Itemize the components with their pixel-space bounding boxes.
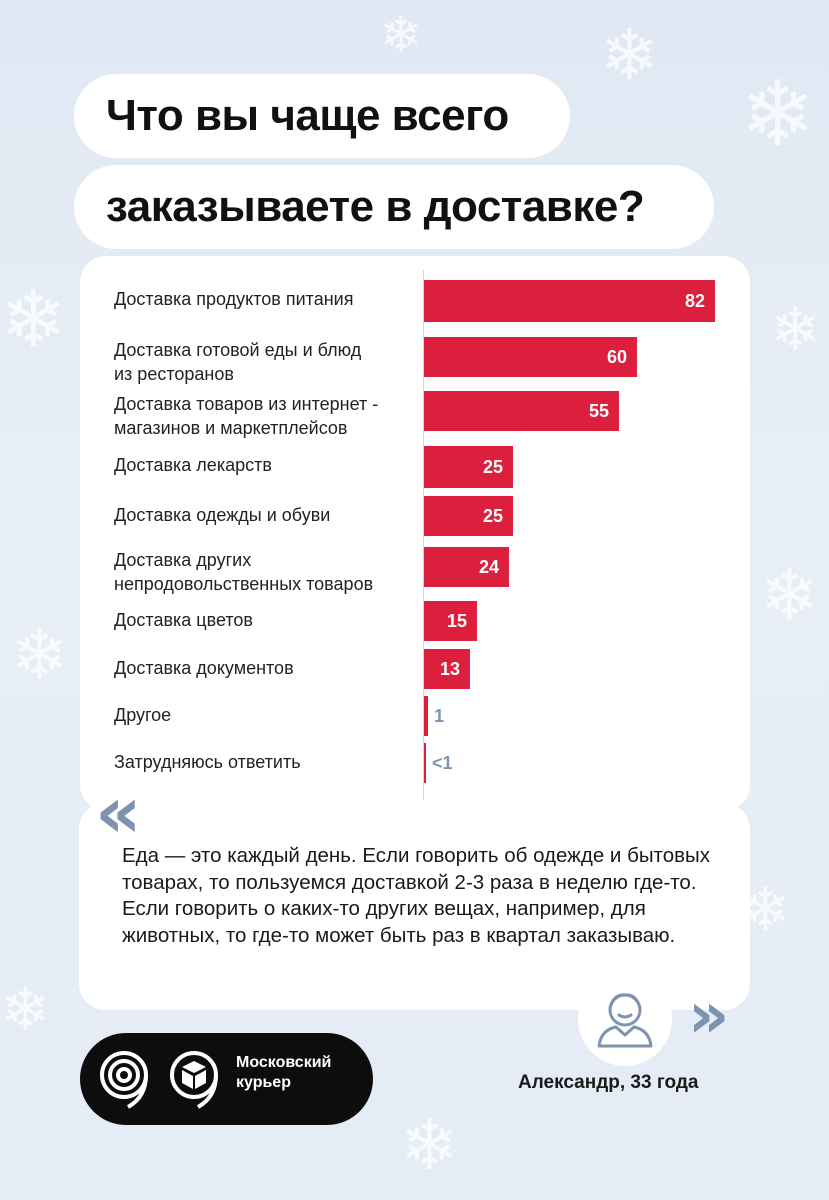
category-label: Доставка цветов: [114, 610, 253, 630]
bar: [424, 601, 477, 641]
avatar: [578, 972, 672, 1066]
bar: [424, 337, 637, 377]
page-title-text-2: заказываете в доставке?: [106, 182, 645, 231]
courier-box-icon: [170, 1051, 218, 1109]
chart-card: Доставка продуктов питания 82 Доставка гот…: [80, 256, 750, 811]
snowflake-icon: ❄: [0, 273, 68, 366]
category-label: Доставка лекарств: [114, 455, 272, 475]
bar: [424, 496, 513, 536]
snowflake-icon: ❄: [380, 6, 422, 64]
data-label: 82: [684, 291, 705, 311]
quote-author: Александр, 33 года: [518, 1072, 699, 1093]
bar: [424, 743, 426, 783]
snowflake-icon: ❄: [400, 1104, 459, 1186]
data-label: 60: [606, 347, 627, 367]
open-quote-mark: «: [95, 770, 142, 854]
bar: [424, 649, 470, 689]
chart-axis-line: [423, 270, 424, 800]
person-icon: [597, 993, 653, 1048]
category-label: Другое: [114, 705, 172, 725]
category-label: Доставка товаров из интернет - магазинов …: [114, 394, 379, 438]
data-label: 55: [588, 401, 609, 421]
category-label: Доставка продуктов питания: [114, 289, 354, 309]
page-title-line-2: заказываете в доставке?: [74, 165, 714, 249]
page-title-text-1: Что вы чаще всего: [106, 91, 509, 140]
bar: [424, 446, 513, 488]
data-label: 25: [482, 506, 503, 526]
data-label: 15: [446, 611, 467, 631]
page-title-line-1: Что вы чаще всего: [74, 74, 570, 158]
data-label: <1: [432, 753, 453, 773]
data-label: 1: [434, 706, 445, 726]
snowflake-icon: ❄: [0, 975, 51, 1045]
data-label: 24: [478, 557, 499, 577]
data-label: 25: [482, 457, 503, 477]
brand-logo: Московский курьер: [80, 1033, 373, 1125]
snowflake-icon: ❄: [740, 62, 816, 167]
bar: [424, 280, 715, 322]
data-label: 13: [439, 659, 460, 679]
bar: [424, 391, 619, 431]
snowflake-icon: ❄: [760, 554, 819, 636]
snowflake-icon: ❄: [600, 14, 659, 96]
category-label: Доставка готовой еды и блюд из ресторанов: [114, 340, 362, 384]
bar: [424, 696, 428, 736]
snowflake-icon: ❄: [770, 295, 821, 365]
close-quote-mark: »: [688, 979, 730, 1053]
category-label: Доставка документов: [114, 658, 294, 678]
snowflake-icon: ❄: [10, 614, 69, 696]
moscow-nine-icon: [100, 1051, 148, 1109]
category-label: Затрудняюсь ответить: [114, 752, 301, 772]
brand-name-line-1: Московский: [236, 1054, 332, 1071]
category-label: Доставка одежды и обуви: [114, 505, 331, 525]
category-label: Доставка других непродовольственных товар…: [114, 550, 374, 594]
quote-text: Еда — это каждый день. Если говорить об …: [122, 844, 710, 947]
brand-name: Московский курьер: [236, 1053, 331, 1093]
brand-name-line-2: курьер: [236, 1074, 291, 1091]
bar: [424, 547, 509, 587]
